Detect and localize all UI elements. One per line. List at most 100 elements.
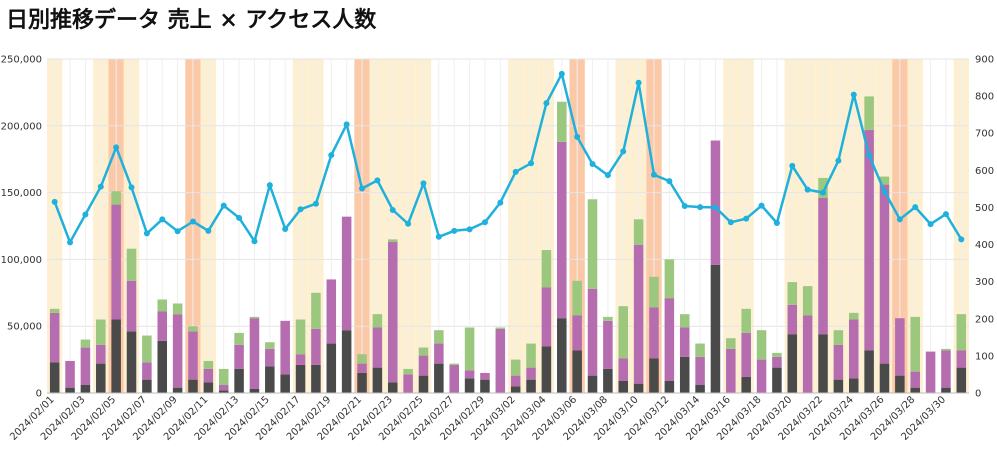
bar-segment-green (111, 191, 121, 205)
bar-segment-green (311, 292, 321, 329)
bar-segment-purple (510, 375, 521, 387)
access-point (359, 185, 366, 192)
access-point (466, 226, 473, 233)
bar-segment-green (818, 177, 828, 198)
bar-segment-green (618, 306, 629, 359)
bar-segment-green (434, 330, 444, 344)
bar-segment-purple (879, 184, 890, 364)
access-point (128, 184, 135, 191)
bar-segment-dark (864, 350, 874, 393)
bar-segment-dark (341, 330, 352, 393)
bar-segment-purple (756, 359, 767, 393)
bar-segment-purple (833, 344, 844, 380)
bar-segment-dark (603, 368, 613, 393)
access-point (789, 162, 796, 169)
bar-segment-purple (295, 354, 306, 365)
access-point (804, 186, 811, 193)
y-tick-label: 150,000 (1, 188, 42, 199)
bar-segment-dark (848, 378, 859, 393)
bar-segment-green (80, 339, 91, 348)
access-point (850, 91, 857, 98)
bar-segment-green (557, 101, 567, 142)
bar-segment-purple (326, 279, 337, 344)
access-point (343, 121, 350, 128)
bar-segment-purple (864, 129, 874, 351)
access-point (113, 144, 120, 151)
access-point (159, 216, 166, 223)
bar-segment-dark (818, 334, 828, 393)
bar-segment-dark (941, 387, 951, 393)
bar-segment-dark (510, 386, 521, 393)
bar-segment-green (664, 259, 675, 299)
y2-tick-label: 500 (975, 203, 994, 214)
access-point (481, 219, 488, 226)
bar-segment-purple (341, 216, 352, 331)
bar-segment-green (941, 348, 951, 351)
bar-segment-purple (203, 368, 214, 383)
bar-segment-green (879, 176, 890, 185)
bar-segment-green (234, 332, 244, 345)
bar-segment-green (956, 314, 967, 351)
bar-segment-purple (403, 374, 413, 393)
bar-segment-purple (587, 288, 598, 376)
access-point (312, 200, 319, 207)
bar-segment-purple (787, 304, 798, 335)
bar-segment-dark (111, 319, 121, 393)
bar-segment-purple (80, 347, 91, 385)
bar-segment-green (142, 335, 152, 363)
y-tick-label: 250,000 (1, 55, 42, 66)
bar-segment-purple (249, 318, 260, 389)
bar-segment-green (510, 359, 521, 376)
access-point (912, 204, 919, 211)
bar-segment-dark (80, 384, 91, 393)
bar-segment-green (372, 314, 383, 328)
bar-segment-green (833, 330, 844, 345)
bar-segment-green (464, 327, 475, 371)
bar-segment-green (49, 308, 60, 313)
y-tick-label: 50,000 (7, 322, 42, 333)
access-point (942, 211, 949, 218)
bar-segment-dark (772, 367, 782, 393)
access-point (558, 70, 565, 77)
access-point (266, 182, 273, 189)
bar-segment-dark (464, 378, 475, 393)
bar-segment-dark (65, 387, 75, 393)
bar-segment-dark (157, 340, 168, 393)
bar-segment-purple (280, 320, 290, 375)
bar-segment-green (403, 368, 413, 375)
bar-segment-purple (357, 363, 367, 373)
access-point (97, 183, 104, 190)
bar-segment-purple (96, 344, 106, 364)
access-point (512, 168, 519, 175)
bar-segment-purple (480, 372, 490, 380)
access-point (328, 152, 335, 159)
access-point (297, 206, 304, 213)
bar-segment-dark (326, 343, 337, 393)
page-title: 日別推移データ 売上 × アクセス人数 (6, 8, 377, 33)
bar-segment-dark (387, 382, 398, 393)
bar-segment-dark (710, 264, 721, 393)
bar-segment-green (495, 327, 506, 329)
bar-segment-purple (111, 204, 121, 320)
bar-segment-purple (741, 332, 751, 377)
bar-segment-purple (142, 362, 152, 380)
bar-segment-green (756, 330, 767, 360)
access-point (589, 161, 596, 168)
access-point (528, 160, 535, 167)
bar-segment-dark (418, 375, 429, 393)
y-tick-label: 200,000 (1, 121, 42, 132)
access-point (497, 199, 504, 206)
bar-segment-purple (956, 350, 967, 368)
bar-segment-purple (726, 348, 736, 393)
bar-segment-green (188, 326, 198, 332)
y2-tick-label: 100 (975, 351, 994, 362)
bar-segment-dark (557, 318, 567, 393)
access-point (881, 188, 888, 195)
bar-segment-purple (710, 140, 721, 265)
access-point (635, 79, 642, 86)
bar-segment-purple (925, 351, 936, 393)
bar-segment-purple (311, 328, 321, 365)
bar-segment-green (695, 343, 705, 357)
bar-segment-green (633, 219, 644, 245)
